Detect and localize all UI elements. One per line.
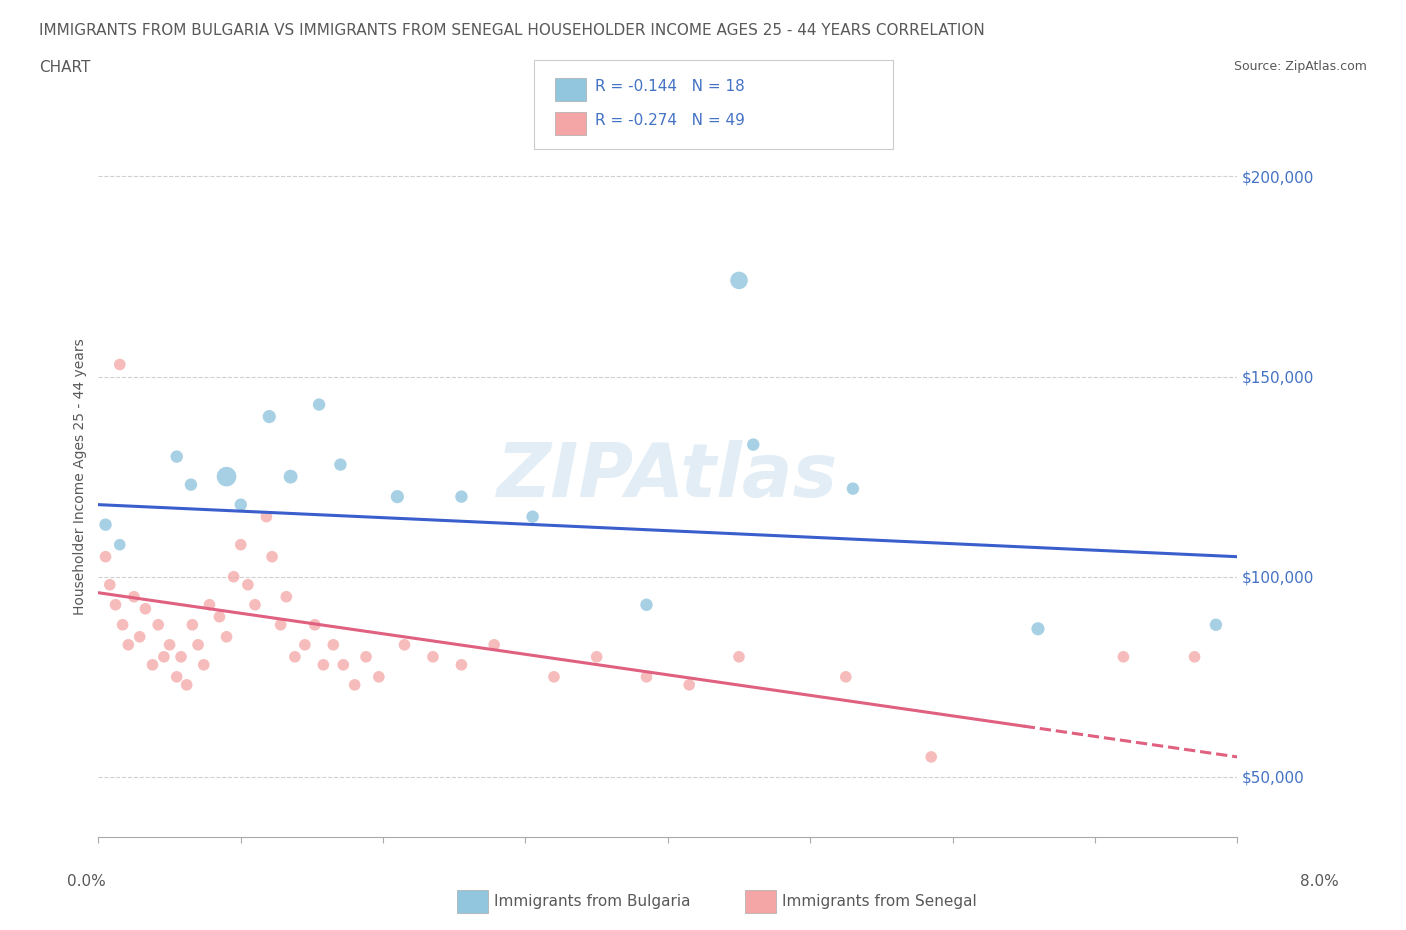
Point xyxy=(208,609,231,624)
Point xyxy=(117,637,139,652)
Point xyxy=(543,670,565,684)
Point xyxy=(450,489,472,504)
Point xyxy=(304,618,326,632)
Point xyxy=(198,597,221,612)
Point xyxy=(229,498,252,512)
Point xyxy=(322,637,344,652)
Point xyxy=(354,649,377,664)
Point xyxy=(104,597,127,612)
Point xyxy=(343,677,366,692)
Point xyxy=(181,618,204,632)
Point xyxy=(728,273,751,288)
Point xyxy=(187,637,209,652)
Text: 0.0%: 0.0% xyxy=(67,874,107,889)
Point xyxy=(450,658,472,672)
Text: R = -0.144   N = 18: R = -0.144 N = 18 xyxy=(595,79,745,94)
Point xyxy=(180,477,202,492)
Point xyxy=(1026,621,1049,636)
Point xyxy=(159,637,181,652)
Point xyxy=(193,658,215,672)
Point xyxy=(215,470,238,485)
Text: ZIPAtlas: ZIPAtlas xyxy=(498,440,838,513)
Point xyxy=(236,578,259,592)
Point xyxy=(259,409,281,424)
Point xyxy=(1184,649,1206,664)
Point xyxy=(387,489,409,504)
Point xyxy=(176,677,198,692)
Point xyxy=(166,449,188,464)
Text: R = -0.274   N = 49: R = -0.274 N = 49 xyxy=(595,113,745,128)
Point xyxy=(742,437,765,452)
Point xyxy=(270,618,292,632)
Point xyxy=(728,649,751,664)
Point xyxy=(394,637,416,652)
Point xyxy=(108,357,131,372)
Point xyxy=(222,569,245,584)
Point xyxy=(294,637,316,652)
Point xyxy=(636,597,658,612)
Point xyxy=(1205,618,1227,632)
Text: 8.0%: 8.0% xyxy=(1299,874,1339,889)
Point xyxy=(1112,649,1135,664)
Point xyxy=(229,538,252,552)
Point xyxy=(108,538,131,552)
Point xyxy=(842,481,865,496)
Point xyxy=(585,649,607,664)
Point xyxy=(111,618,134,632)
Y-axis label: Householder Income Ages 25 - 44 years: Householder Income Ages 25 - 44 years xyxy=(73,339,87,615)
Point xyxy=(215,630,238,644)
Point xyxy=(482,637,505,652)
Point xyxy=(134,602,156,617)
Text: IMMIGRANTS FROM BULGARIA VS IMMIGRANTS FROM SENEGAL HOUSEHOLDER INCOME AGES 25 -: IMMIGRANTS FROM BULGARIA VS IMMIGRANTS F… xyxy=(39,23,986,38)
Point xyxy=(148,618,170,632)
Point xyxy=(329,458,352,472)
Point xyxy=(141,658,163,672)
Point xyxy=(254,510,277,525)
Point xyxy=(422,649,444,664)
Point xyxy=(636,670,658,684)
Point xyxy=(920,750,942,764)
Point xyxy=(262,550,284,565)
Text: Immigrants from Bulgaria: Immigrants from Bulgaria xyxy=(494,894,690,909)
Point xyxy=(312,658,335,672)
Point xyxy=(276,590,298,604)
Point xyxy=(332,658,354,672)
Point xyxy=(280,470,302,485)
Point xyxy=(94,550,117,565)
Point xyxy=(170,649,193,664)
Text: Immigrants from Senegal: Immigrants from Senegal xyxy=(782,894,977,909)
Point xyxy=(243,597,266,612)
Point xyxy=(835,670,858,684)
Point xyxy=(678,677,700,692)
Point xyxy=(128,630,150,644)
Point xyxy=(153,649,176,664)
Text: Source: ZipAtlas.com: Source: ZipAtlas.com xyxy=(1233,60,1367,73)
Point xyxy=(284,649,307,664)
Point xyxy=(94,517,117,532)
Point xyxy=(522,510,544,525)
Point xyxy=(166,670,188,684)
Text: CHART: CHART xyxy=(39,60,91,75)
Point xyxy=(308,397,330,412)
Point xyxy=(367,670,389,684)
Point xyxy=(122,590,145,604)
Point xyxy=(98,578,121,592)
